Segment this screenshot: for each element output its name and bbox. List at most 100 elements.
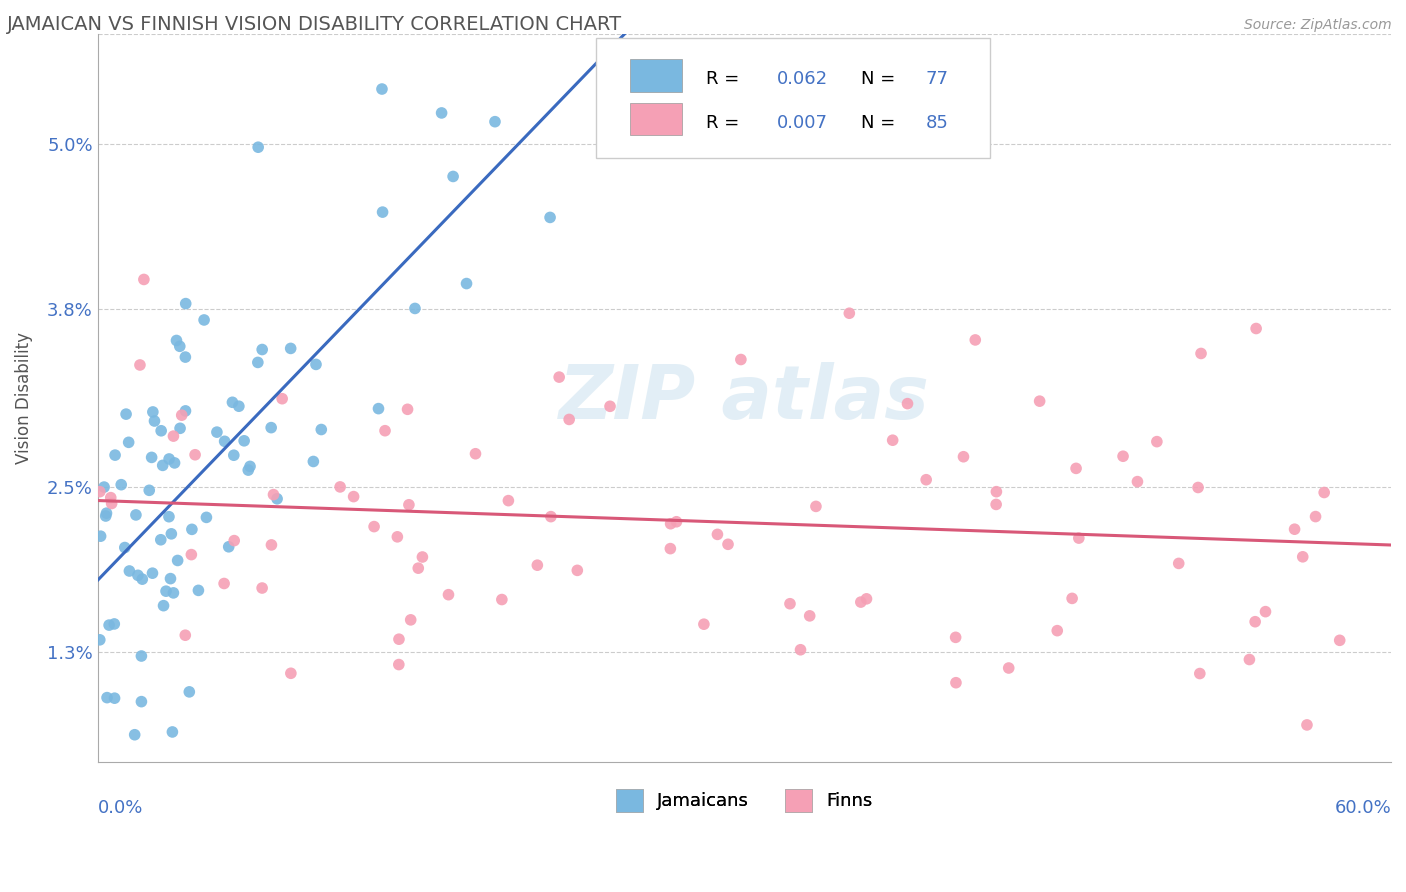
- Point: [195, 510, 218, 524]
- Point: [387, 530, 409, 544]
- Point: [89, 632, 111, 647]
- Text: JAMAICAN VS FINNISH VISION DISABILITY CORRELATION CHART: JAMAICAN VS FINNISH VISION DISABILITY CO…: [7, 15, 623, 34]
- Point: [250, 581, 273, 595]
- Point: [280, 666, 302, 681]
- Point: [1189, 346, 1212, 360]
- Point: [1239, 652, 1261, 666]
- Point: [1188, 666, 1211, 681]
- Point: [110, 477, 132, 491]
- Point: [222, 448, 245, 462]
- Point: [125, 508, 148, 522]
- Point: [174, 350, 197, 364]
- Point: [103, 691, 125, 706]
- Point: [162, 586, 184, 600]
- Point: [404, 301, 426, 316]
- Point: [367, 401, 389, 416]
- Point: [411, 549, 433, 564]
- Point: [271, 392, 294, 406]
- Point: [174, 628, 197, 642]
- Point: [548, 370, 571, 384]
- Point: [96, 690, 118, 705]
- Point: [212, 576, 235, 591]
- Text: 0.0%: 0.0%: [97, 798, 143, 817]
- Point: [1329, 633, 1351, 648]
- Point: [1028, 394, 1050, 409]
- Point: [311, 423, 333, 437]
- Point: [849, 595, 872, 609]
- Point: [984, 498, 1007, 512]
- Point: [187, 583, 209, 598]
- Point: [896, 396, 918, 410]
- Point: [374, 424, 396, 438]
- Point: [162, 725, 184, 739]
- Point: [166, 334, 188, 348]
- Point: [131, 695, 153, 709]
- Point: [228, 399, 250, 413]
- Point: [94, 508, 117, 523]
- Point: [399, 613, 422, 627]
- Point: [1305, 509, 1327, 524]
- Point: [986, 484, 1008, 499]
- Text: R =: R =: [706, 114, 745, 132]
- Point: [155, 584, 177, 599]
- Point: [162, 429, 184, 443]
- Point: [150, 424, 173, 438]
- Point: [115, 407, 138, 421]
- Point: [246, 355, 269, 369]
- Point: [538, 211, 561, 225]
- Point: [141, 566, 163, 581]
- Text: 85: 85: [925, 114, 948, 132]
- Point: [260, 420, 283, 434]
- FancyBboxPatch shape: [630, 103, 682, 136]
- Point: [789, 642, 811, 657]
- Point: [100, 491, 122, 505]
- Point: [142, 405, 165, 419]
- Point: [997, 661, 1019, 675]
- Point: [441, 169, 464, 184]
- Point: [730, 352, 752, 367]
- Text: ZIP atlas: ZIP atlas: [558, 361, 929, 434]
- Point: [1146, 434, 1168, 449]
- Point: [659, 541, 682, 556]
- Point: [1244, 321, 1267, 335]
- Text: 0.062: 0.062: [776, 70, 828, 88]
- Point: [396, 402, 419, 417]
- Point: [305, 358, 328, 372]
- Point: [141, 450, 163, 465]
- Point: [430, 106, 453, 120]
- Point: [693, 617, 716, 632]
- Point: [1064, 461, 1087, 475]
- Point: [558, 412, 581, 426]
- Point: [1244, 615, 1267, 629]
- Point: [779, 597, 801, 611]
- Point: [302, 454, 325, 468]
- Point: [159, 572, 181, 586]
- Point: [363, 519, 385, 533]
- Point: [132, 272, 155, 286]
- Point: [804, 500, 827, 514]
- Point: [498, 493, 520, 508]
- Point: [160, 526, 183, 541]
- Point: [214, 434, 236, 449]
- Text: R =: R =: [706, 70, 745, 88]
- Point: [96, 506, 118, 520]
- Text: 0.007: 0.007: [776, 114, 828, 132]
- Point: [280, 342, 302, 356]
- Point: [945, 631, 967, 645]
- Point: [855, 591, 877, 606]
- Point: [1112, 449, 1135, 463]
- Point: [567, 563, 589, 577]
- Point: [599, 399, 621, 413]
- Point: [1167, 557, 1189, 571]
- Point: [1067, 531, 1090, 545]
- Point: [233, 434, 256, 448]
- Point: [143, 414, 166, 428]
- Text: N =: N =: [860, 114, 901, 132]
- Point: [706, 527, 728, 541]
- Point: [1284, 522, 1306, 536]
- Point: [1187, 481, 1209, 495]
- Point: [1046, 624, 1069, 638]
- Point: [329, 480, 352, 494]
- FancyBboxPatch shape: [630, 60, 682, 92]
- Point: [799, 608, 821, 623]
